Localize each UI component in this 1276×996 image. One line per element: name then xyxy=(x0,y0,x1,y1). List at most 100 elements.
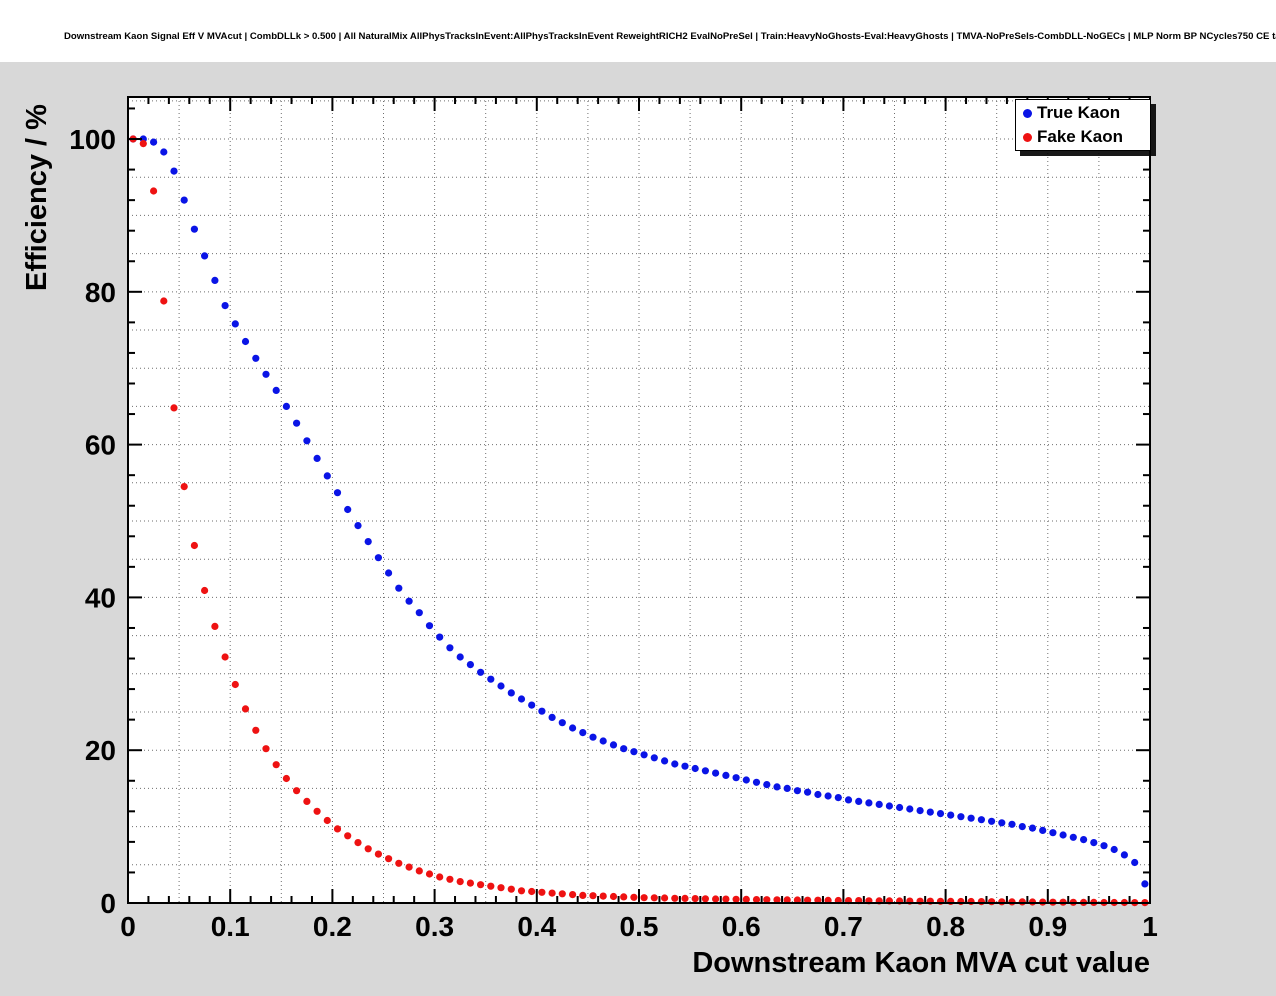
data-point xyxy=(282,774,290,783)
label-layer: 0 0.1 0.2 0.3 0.4 0.5 0.6 0.7 0.8 0.9 1 0 20 40 60 80 10… xyxy=(69,124,1158,942)
data-point xyxy=(293,787,301,795)
data-point xyxy=(405,597,413,605)
data-point xyxy=(1059,831,1067,839)
data-point xyxy=(1039,826,1047,835)
data-point xyxy=(773,783,781,791)
data-point xyxy=(988,898,996,906)
data-point xyxy=(211,622,219,631)
data-point xyxy=(333,489,342,497)
data-point xyxy=(293,419,301,427)
data-point xyxy=(364,845,372,853)
data-point xyxy=(1049,829,1057,837)
data-point xyxy=(477,668,485,676)
data-point xyxy=(977,898,986,906)
data-point xyxy=(896,803,904,812)
data-point xyxy=(538,707,546,715)
data-point xyxy=(497,884,505,892)
data-point xyxy=(190,541,198,550)
data-point xyxy=(517,695,526,703)
data-point xyxy=(967,814,975,822)
data-point xyxy=(885,802,894,810)
data-point xyxy=(681,894,689,903)
data-point xyxy=(609,892,618,901)
data-point xyxy=(221,653,229,661)
data-point xyxy=(814,790,822,799)
data-point xyxy=(282,402,290,410)
x-tick-label: 0.4 xyxy=(517,911,556,942)
data-point xyxy=(425,622,434,630)
data-point xyxy=(630,893,638,901)
data-point xyxy=(436,873,444,881)
data-point xyxy=(926,808,934,816)
data-point xyxy=(436,633,444,641)
data-point xyxy=(150,138,158,146)
data-point xyxy=(446,875,454,883)
legend-label-true-kaon: True Kaon xyxy=(1037,103,1121,122)
data-point xyxy=(262,370,270,378)
data-point xyxy=(231,680,239,689)
data-point xyxy=(241,337,250,346)
data-point xyxy=(323,472,331,480)
data-point xyxy=(661,894,669,902)
data-point xyxy=(180,196,188,204)
data-point xyxy=(589,733,597,741)
data-point xyxy=(1018,823,1026,831)
x-tick-label: 0.5 xyxy=(620,911,659,942)
data-point xyxy=(1100,842,1108,850)
data-point xyxy=(579,891,587,900)
data-point xyxy=(272,386,280,394)
x-tick-label: 0.8 xyxy=(926,911,965,942)
data-point xyxy=(395,859,403,867)
data-point xyxy=(599,892,607,900)
data-point xyxy=(875,800,883,809)
data-point xyxy=(231,320,239,328)
data-point xyxy=(957,813,965,821)
legend: True Kaon Fake Kaon xyxy=(1015,99,1151,151)
data-point xyxy=(732,774,740,782)
data-point xyxy=(139,140,147,148)
data-point xyxy=(1008,898,1016,906)
data-point xyxy=(957,897,965,906)
tick-layer xyxy=(127,96,1151,904)
data-point xyxy=(640,751,648,759)
data-point xyxy=(671,894,679,902)
data-point xyxy=(425,870,434,878)
data-point xyxy=(385,569,393,577)
data-point xyxy=(507,885,515,893)
data-point xyxy=(1008,820,1016,828)
data-point xyxy=(620,893,628,901)
data-point xyxy=(374,554,382,562)
data-point xyxy=(252,726,260,734)
data-point xyxy=(589,892,597,900)
data-point xyxy=(742,895,750,904)
data-point xyxy=(221,302,229,310)
data-point xyxy=(466,879,474,887)
data-point xyxy=(1018,898,1026,906)
y-tick-label: 0 xyxy=(100,888,116,919)
data-point xyxy=(650,754,658,762)
data-point xyxy=(630,748,638,756)
data-point xyxy=(538,888,546,896)
data-point xyxy=(569,891,577,899)
data-point xyxy=(793,787,802,795)
data-point xyxy=(548,713,556,722)
data-point xyxy=(609,741,618,749)
x-axis-title: Downstream Kaon MVA cut value xyxy=(692,947,1150,979)
data-point xyxy=(170,167,178,175)
data-point xyxy=(354,839,362,847)
y-axis-title: Efficiency / % xyxy=(21,104,53,291)
data-point xyxy=(681,762,689,770)
legend-entry-fake-kaon: Fake Kaon xyxy=(1016,125,1150,149)
data-point xyxy=(487,675,495,683)
x-tick-label: 0.9 xyxy=(1028,911,1067,942)
data-point xyxy=(405,863,413,871)
fake-kaon-marker-icon xyxy=(1023,132,1032,142)
x-tick-label: 0.2 xyxy=(313,911,352,942)
data-point xyxy=(1110,845,1118,854)
data-point xyxy=(1120,851,1128,859)
data-point xyxy=(272,761,280,769)
data-point xyxy=(752,778,761,786)
data-point xyxy=(793,896,802,904)
